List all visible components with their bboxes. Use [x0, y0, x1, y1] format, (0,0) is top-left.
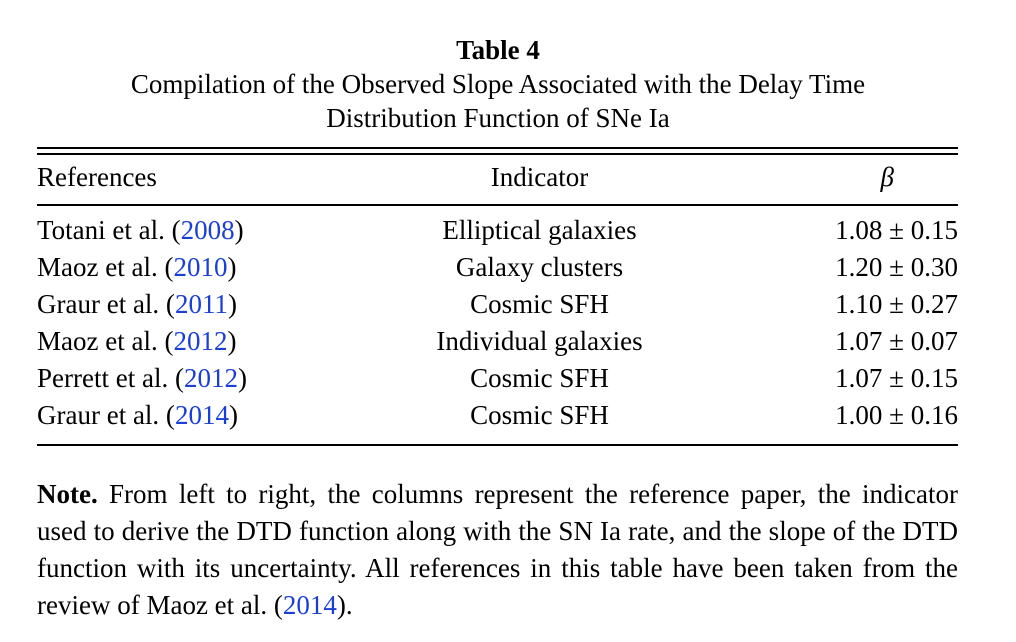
beta-cell: 1.08 ± 0.15	[835, 215, 958, 245]
table-header-rule	[37, 204, 958, 206]
reference-close: )	[227, 289, 237, 319]
indicator-cell: Cosmic SFH	[470, 363, 609, 393]
table-title: Table 4	[456, 35, 540, 65]
note-text-end: ).	[336, 590, 353, 620]
beta-cell: 1.07 ± 0.15	[835, 363, 958, 393]
reference-year-link[interactable]: 2010	[173, 252, 228, 282]
reference-author: Maoz et al. (	[37, 252, 174, 282]
reference-cell: Graur et al. (2014)	[37, 397, 238, 433]
reference-author: Totani et al. (	[37, 215, 181, 245]
header-indicator: Indicator	[490, 162, 589, 192]
reference-cell: Graur et al. (2011)	[37, 286, 237, 322]
table-row: Perrett et al. (2012) Cosmic SFH 1.07 ± …	[37, 360, 958, 396]
header-beta: β	[880, 162, 894, 192]
beta-cell: 1.00 ± 0.16	[835, 400, 958, 430]
reference-year-link[interactable]: 2011	[174, 289, 228, 319]
note-year-link[interactable]: 2014	[282, 590, 337, 620]
beta-cell: 1.10 ± 0.27	[835, 289, 958, 319]
table-row: Graur et al. (2011) Cosmic SFH 1.10 ± 0.…	[37, 286, 958, 322]
reference-cell: Perrett et al. (2012)	[37, 360, 247, 396]
table-bottom-rule	[37, 444, 958, 446]
table-row: Graur et al. (2014) Cosmic SFH 1.00 ± 0.…	[37, 397, 958, 433]
indicator-cell: Elliptical galaxies	[442, 215, 637, 245]
note-label: Note.	[37, 479, 98, 509]
table-top-rule-inner	[37, 153, 958, 155]
table-description-line2: Distribution Function of SNe Ia	[326, 103, 670, 133]
reference-close: )	[234, 215, 244, 245]
reference-author: Perrett et al. (	[37, 363, 184, 393]
table-row: Totani et al. (2008) Elliptical galaxies…	[37, 212, 958, 248]
reference-cell: Totani et al. (2008)	[37, 212, 244, 248]
header-references: References	[37, 162, 157, 192]
table-row: Maoz et al. (2012) Individual galaxies 1…	[37, 323, 958, 359]
reference-close: )	[228, 400, 238, 430]
indicator-cell: Cosmic SFH	[470, 289, 609, 319]
indicator-cell: Galaxy clusters	[455, 252, 624, 282]
indicator-cell: Individual galaxies	[436, 326, 643, 356]
beta-cell: 1.20 ± 0.30	[835, 252, 958, 282]
reference-author: Graur et al. (	[37, 289, 175, 319]
reference-cell: Maoz et al. (2012)	[37, 323, 236, 359]
table-top-rule	[37, 147, 958, 149]
reference-year-link[interactable]: 2012	[183, 363, 238, 393]
reference-year-link[interactable]: 2014	[174, 400, 229, 430]
reference-cell: Maoz et al. (2010)	[37, 249, 236, 285]
reference-close: )	[227, 252, 237, 282]
reference-close: )	[227, 326, 237, 356]
table-note: Note. From left to right, the columns re…	[37, 476, 958, 624]
table-header-row: References Indicator β	[37, 159, 958, 195]
reference-year-link[interactable]: 2008	[180, 215, 235, 245]
table-description-line1: Compilation of the Observed Slope Associ…	[130, 69, 866, 99]
reference-author: Maoz et al. (	[37, 326, 174, 356]
indicator-cell: Cosmic SFH	[470, 400, 609, 430]
table-row: Maoz et al. (2010) Galaxy clusters 1.20 …	[37, 249, 958, 285]
table-description: Compilation of the Observed Slope Associ…	[0, 67, 996, 135]
reference-author: Graur et al. (	[37, 400, 175, 430]
beta-cell: 1.07 ± 0.07	[835, 326, 958, 356]
note-text: From left to right, the columns represen…	[37, 479, 958, 620]
reference-year-link[interactable]: 2012	[173, 326, 228, 356]
reference-close: )	[237, 363, 247, 393]
